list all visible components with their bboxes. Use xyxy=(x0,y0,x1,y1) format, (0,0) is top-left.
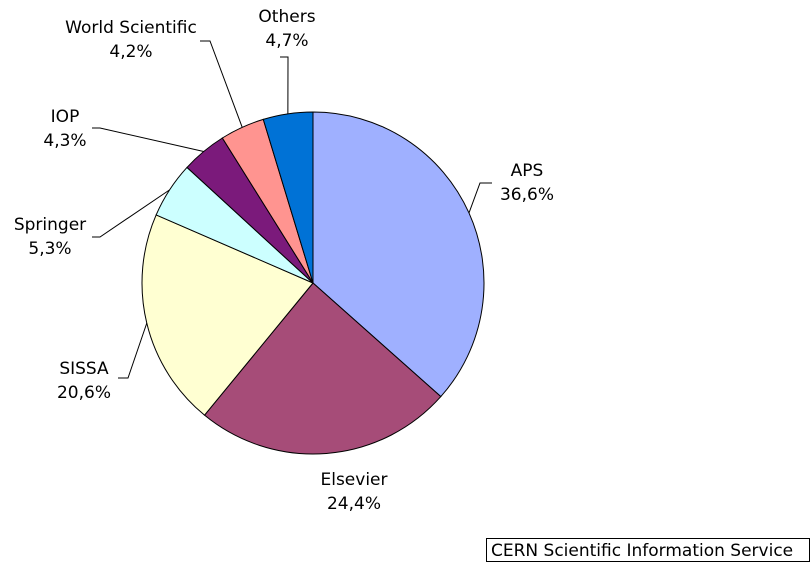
slice-value-label: 36,6% xyxy=(500,185,554,205)
leader-line xyxy=(92,189,170,238)
pie-slice xyxy=(312,111,485,398)
slice-label: Elsevier xyxy=(320,470,387,490)
source: CERN Scientific Information Service xyxy=(491,541,793,561)
slice-label: APS xyxy=(511,161,544,181)
slice-label: Others xyxy=(258,7,315,27)
slice-value-label: 4,3% xyxy=(43,131,86,151)
leader-line xyxy=(280,56,289,114)
slice-label: SISSA xyxy=(59,359,109,379)
leader-line xyxy=(468,182,492,214)
slice-label: World Scientific xyxy=(65,18,197,38)
slice-label: Springer xyxy=(14,215,86,235)
slice-label: IOP xyxy=(51,107,80,127)
leader-line xyxy=(118,322,148,379)
pie-slice xyxy=(262,111,314,284)
slice-value-label: 20,6% xyxy=(57,383,111,403)
leader-line xyxy=(200,40,243,128)
leader-line xyxy=(92,127,204,152)
slice-value-label: 5,3% xyxy=(28,239,71,259)
pie-slice xyxy=(203,282,442,455)
slice-value-label: 24,4% xyxy=(327,494,381,514)
slice-value-label: 4,7% xyxy=(265,31,308,51)
slice-value-label: 4,2% xyxy=(109,42,152,62)
